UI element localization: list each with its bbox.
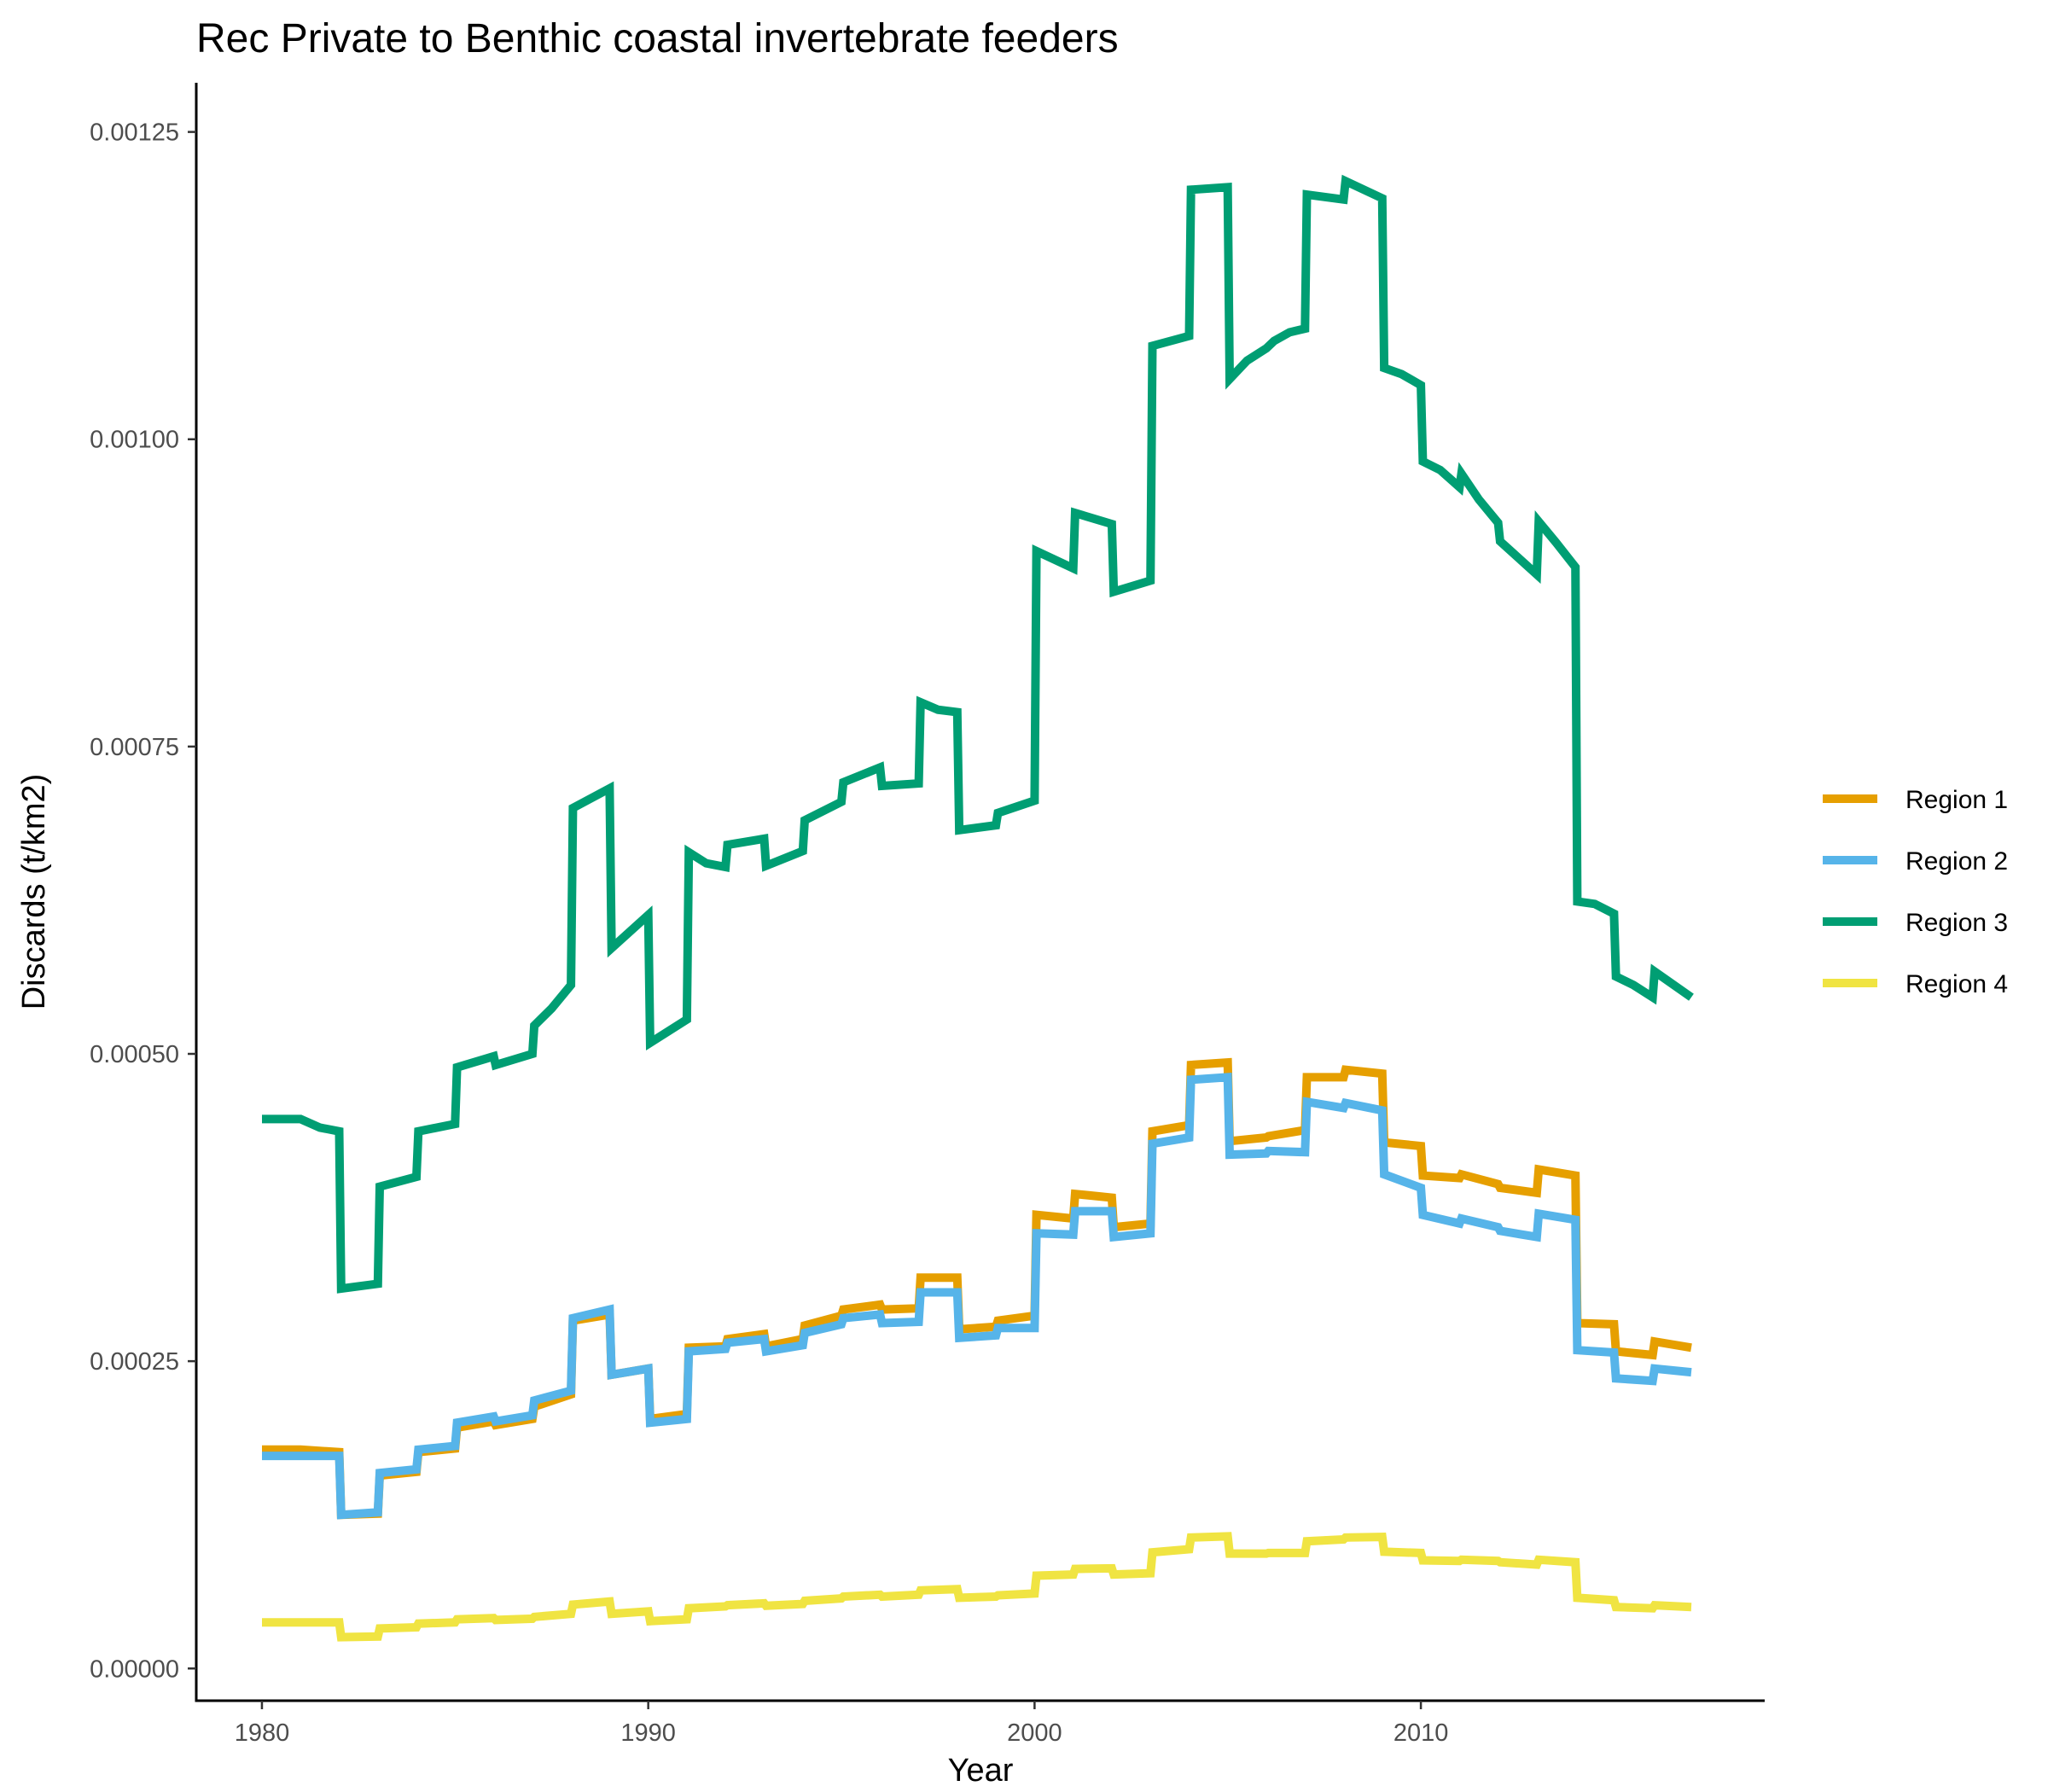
legend-label-region-1: Region 1 [1905,786,2008,814]
y-axis-label: Discards (t/km2) [16,774,52,1010]
legend-item-region-1: Region 1 [1823,786,2008,814]
legend: Region 1 Region 2 Region 3 Region 4 [1823,786,2008,998]
x-tick-label: 2000 [1007,1719,1062,1747]
x-tick-label: 1980 [235,1719,290,1747]
legend-label-region-2: Region 2 [1905,847,2008,876]
series-line-region-2 [262,1073,1692,1520]
series-line-region-3 [262,174,1694,1294]
y-tick-label: 0.00025 [90,1348,179,1376]
x-tick-label: 2010 [1393,1719,1449,1747]
legend-item-region-2: Region 2 [1823,847,2008,876]
y-tick-label: 0.00125 [90,119,179,147]
y-tick-label: 0.00075 [90,734,179,761]
legend-item-region-4: Region 4 [1823,970,2008,998]
series-line-region-4 [262,1532,1692,1642]
y-tick-label: 0.00000 [90,1655,179,1683]
x-tick-label: 1990 [620,1719,676,1747]
x-axis-ticks: 1980 1990 2000 2010 [235,1701,1449,1747]
y-tick-label: 0.00050 [90,1041,179,1068]
x-axis-label: Year [948,1753,1014,1789]
chart-title: Rec Private to Benthic coastal invertebr… [196,16,1119,61]
y-axis-ticks: 0.00000 0.00025 0.00050 0.00075 0.00100 0.001… [90,119,196,1683]
plot-area [262,174,1694,1642]
legend-label-region-3: Region 3 [1905,909,2008,937]
legend-label-region-4: Region 4 [1905,970,2008,998]
legend-item-region-3: Region 3 [1823,909,2008,937]
series-line-region-1 [262,1057,1692,1520]
y-tick-label: 0.00100 [90,427,179,454]
